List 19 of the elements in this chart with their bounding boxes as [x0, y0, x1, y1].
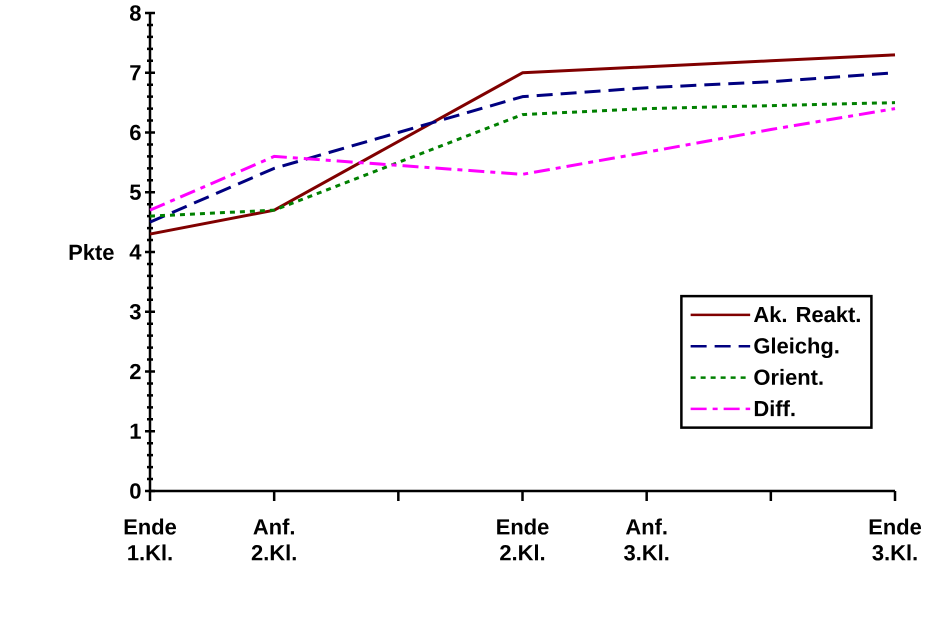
y-tick-label: 5: [130, 184, 141, 200]
legend-label: Gleichg.: [754, 338, 838, 358]
x-tick-label: Anf. 2.Kl.: [252, 518, 296, 560]
y-tick-label: 3: [130, 304, 141, 320]
legend-label: Orient.: [754, 368, 823, 385]
legend-label: Diff.: [754, 400, 794, 416]
x-tick-label: Ende 1.Kl.: [124, 518, 176, 560]
y-tick-label: 0: [130, 483, 141, 499]
y-tick-label: 2: [130, 364, 141, 380]
x-tick-label: Anf. 3.Kl.: [624, 518, 668, 561]
legend-label: Ak. Reakt.: [754, 306, 860, 322]
x-tick-label: Ende 3.Kl.: [870, 518, 922, 561]
y-axis-title: Pkte: [70, 244, 114, 260]
y-tick-label: 4: [130, 244, 142, 260]
y-tick-label: 6: [130, 124, 141, 140]
y-tick-label: 8: [130, 5, 141, 21]
y-tick-label: 7: [130, 65, 141, 80]
x-tick-label: Ende 2.Kl.: [497, 518, 549, 560]
y-tick-label: 1: [130, 424, 141, 439]
